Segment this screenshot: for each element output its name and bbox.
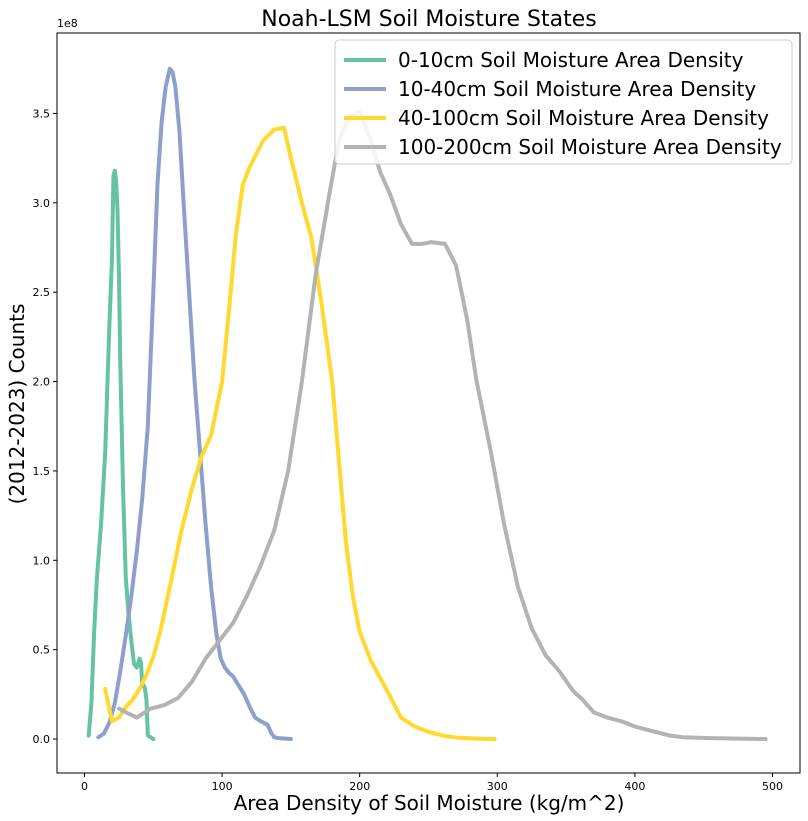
x-tick-label: 0 xyxy=(81,780,88,793)
x-tick-label: 500 xyxy=(762,780,783,793)
chart-title: Noah-LSM Soil Moisture States xyxy=(261,7,597,32)
y-tick-label: 0.5 xyxy=(33,644,51,657)
legend: 0-10cm Soil Moisture Area Density 10-40cm… xyxy=(334,39,793,165)
series-line-3 xyxy=(103,125,497,742)
x-tick-label: 300 xyxy=(487,780,508,793)
legend-label-4: 100-200cm Soil Moisture Area Density xyxy=(398,135,782,159)
y-tick-label: 2.5 xyxy=(33,286,51,299)
legend-label-2: 10-40cm Soil Moisture Area Density xyxy=(398,77,756,101)
y-tick-label: 3.0 xyxy=(33,197,51,210)
series-layer xyxy=(86,66,768,742)
plot-frame xyxy=(56,32,801,774)
x-tick-label: 200 xyxy=(349,780,370,793)
legend-label-1: 0-10cm Soil Moisture Area Density xyxy=(398,48,744,72)
x-tick-label: 100 xyxy=(212,780,233,793)
y-tick-label: 1.5 xyxy=(33,465,51,478)
y-tick-label: 2.0 xyxy=(33,376,51,389)
y-multiplier-label: 1e8 xyxy=(57,17,78,30)
x-tick-label: 400 xyxy=(624,780,645,793)
series-line-1 xyxy=(86,168,156,742)
series-line-2 xyxy=(96,66,293,742)
y-tick-label: 3.5 xyxy=(33,107,51,120)
y-tick-label: 1.0 xyxy=(33,554,51,567)
series-line-4 xyxy=(116,109,768,742)
x-axis-label: Area Density of Soil Moisture (kg/m^2) xyxy=(234,791,625,815)
y-tick-label: 0.0 xyxy=(33,733,51,746)
legend-box xyxy=(334,39,793,165)
legend-label-3: 40-100cm Soil Moisture Area Density xyxy=(398,106,769,130)
y-axis-label: (2012-2023) Counts xyxy=(5,304,29,505)
axes-layer: 0 100 200 300 400 500 0.0 0.5 1.0 1.5 2.0 2.5 3.0 3.5 xyxy=(33,32,801,793)
